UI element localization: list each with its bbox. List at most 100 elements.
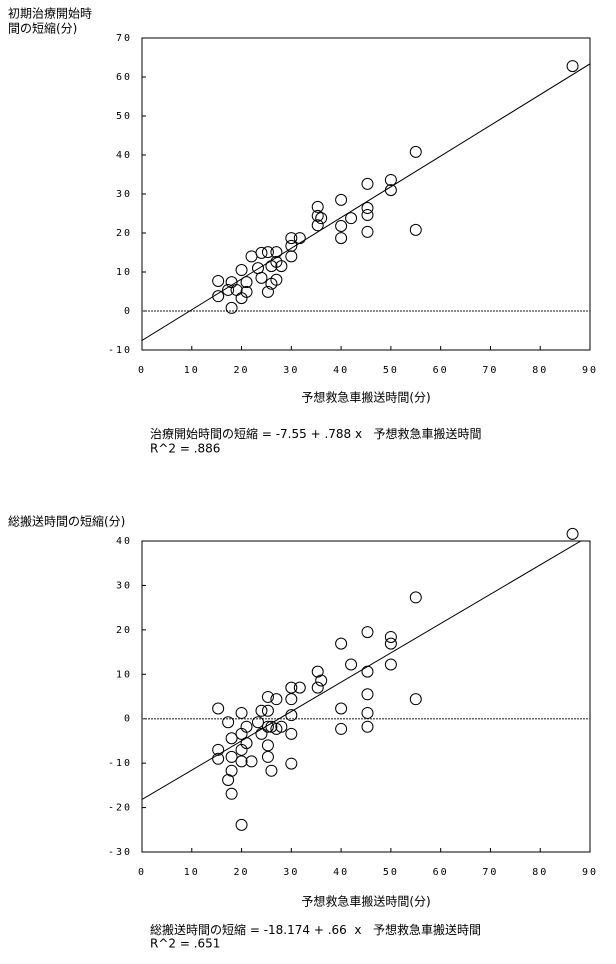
y-tick-label: 0 [124,306,132,317]
data-point [225,750,238,763]
data-point [409,591,422,604]
plot-frame [141,540,591,853]
data-point [261,246,274,259]
data-point [212,743,225,756]
data-point [235,264,248,277]
data-point [311,665,324,678]
regression-equation: 治療開始時間の短縮 = -7.55 + .788 x 予想救急車搬送時間 [150,426,482,441]
y-tick-label: 50 [116,111,132,122]
data-point [265,764,278,777]
regression-line [142,541,582,800]
data-point [361,209,374,222]
data-point [270,246,283,259]
x-tick-label: 0 [138,867,146,878]
data-point [384,184,397,197]
data-point [285,693,298,706]
y-tick-label: 60 [116,72,132,83]
data-point [212,290,225,303]
data-point [261,750,274,763]
data-point [255,727,268,740]
x-tick-label: 80 [532,365,548,376]
data-point [361,177,374,190]
data-point [285,250,298,263]
data-point [285,727,298,740]
x-tick-label: 70 [482,365,498,376]
data-point [384,630,397,643]
data-point [409,145,422,158]
data-point [225,764,238,777]
x-tick-label: 20 [234,867,250,878]
y-tick-label: 30 [116,189,132,200]
data-point [384,637,397,650]
y-tick-label: 40 [116,150,132,161]
r-squared: R^2 = .651 [150,937,220,951]
equation-part: -7.55 [276,427,307,441]
x-tick-label: 10 [184,365,200,376]
equation-part: .788 [324,427,351,441]
data-point [361,225,374,238]
data-point [230,283,243,296]
x-tick-label: 0 [138,365,146,376]
data-point [225,732,238,745]
y-tick-label: 20 [116,228,132,239]
data-point [361,665,374,678]
data-point [285,232,298,245]
y-tick-label: -20 [108,803,132,814]
data-point [293,681,306,694]
x-axis-title: 予想救急車搬送時間(分) [301,894,430,909]
data-point [235,706,248,719]
equation-part: + [307,427,325,441]
data-point [285,681,298,694]
data-point [285,757,298,770]
x-tick-label: 40 [333,867,349,878]
y-tick-label: -10 [108,758,132,769]
y-tick-label: 40 [116,536,132,547]
y-tick-label: 30 [116,580,132,591]
x-tick-label: 50 [383,365,399,376]
data-point [384,173,397,186]
y-tick-label: 0 [124,714,132,725]
data-point [384,658,397,671]
data-point [335,193,348,206]
x-axis-title: 予想救急車搬送時間(分) [301,390,430,405]
data-point [261,739,274,752]
data-point [335,702,348,715]
x-tick-label: 90 [582,867,598,878]
data-point [261,704,274,717]
y-tick-label: 10 [116,669,132,680]
data-point [225,787,238,800]
data-point [235,755,248,768]
data-point [240,285,253,298]
y-tick-label: -30 [108,847,132,858]
equation-part: 総搬送時間の短縮 = [150,922,264,937]
x-tick-label: 70 [482,867,498,878]
data-point [311,681,324,694]
x-tick-label: 10 [184,867,200,878]
data-point [409,693,422,706]
equation-part: -18.174 [264,923,310,937]
data-point [293,232,306,245]
data-point [566,60,579,73]
data-point [361,720,374,733]
data-point [245,755,258,768]
data-point [225,301,238,314]
data-point [255,271,268,284]
y-axis-title: 初期治療開始時 [8,7,92,21]
regression-line [142,63,590,341]
x-tick-label: 90 [582,365,598,376]
data-point [235,818,248,831]
x-tick-label: 80 [532,867,548,878]
y-tick-label: 20 [116,625,132,636]
scatter-chart: 総搬送時間の短縮(分) -30 -20 -10 0 10 20 30 40 0 10 20 30 40 50… [8,514,598,951]
data-point [311,209,324,222]
data-point [265,260,278,273]
data-point [335,637,348,650]
data-point [261,720,274,733]
x-tick-label: 20 [234,365,250,376]
data-point [335,722,348,735]
data-point [361,202,374,215]
data-point [261,285,274,298]
y-axis-title: 間の短縮(分) [8,21,77,36]
data-point [285,709,298,722]
